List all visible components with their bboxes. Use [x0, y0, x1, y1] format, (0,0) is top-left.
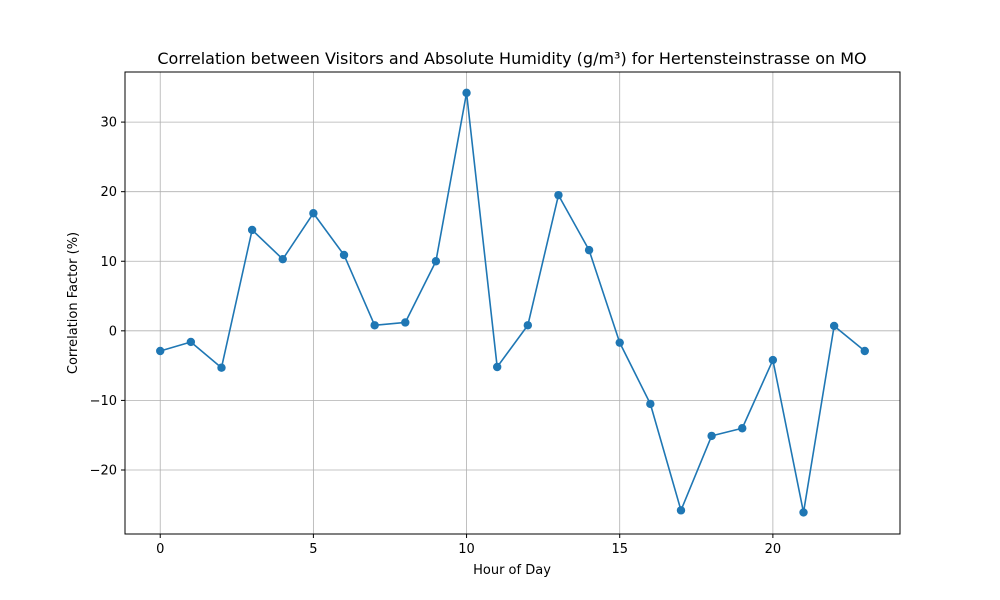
x-tick-label: 0 — [156, 542, 164, 557]
data-point — [462, 88, 471, 98]
data-point — [829, 321, 839, 331]
y-tick-label: 10 — [100, 255, 117, 270]
chart-title: Correlation between Visitors and Absolut… — [157, 49, 866, 68]
data-point — [584, 245, 594, 255]
data-point — [186, 337, 196, 347]
y-tick-label: 20 — [100, 185, 117, 200]
data-point — [217, 363, 226, 372]
data-point — [247, 225, 257, 235]
data-point — [309, 209, 318, 218]
data-point — [676, 506, 686, 515]
data-point — [339, 250, 349, 260]
data-point — [738, 424, 747, 433]
data-point — [615, 338, 624, 347]
y-axis-label: Correlation Factor (%) — [66, 232, 81, 374]
series-layer — [156, 88, 869, 517]
data-point — [523, 321, 533, 330]
series-line — [160, 92, 866, 514]
x-tick-label: 5 — [309, 542, 317, 557]
data-point — [278, 254, 287, 264]
data-point — [799, 508, 808, 517]
data-point — [768, 355, 778, 365]
ticks: 0 5 10 15 20 −20 −10 0 10 20 30 — [90, 116, 782, 557]
y-tick-label: 30 — [100, 116, 117, 131]
x-tick-label: 10 — [458, 542, 475, 557]
y-tick-label: −20 — [90, 463, 117, 478]
data-point — [646, 399, 655, 409]
data-point — [431, 257, 441, 266]
y-tick-label: 0 — [109, 324, 117, 339]
data-point — [401, 318, 410, 327]
y-tick-label: −10 — [90, 394, 117, 409]
x-tick-label: 15 — [611, 542, 628, 557]
data-point — [554, 190, 563, 200]
plot-frame — [124, 71, 901, 535]
data-point — [492, 362, 502, 372]
data-point — [156, 346, 165, 356]
data-point — [860, 346, 869, 356]
x-tick-label: 20 — [765, 542, 782, 557]
data-point — [370, 321, 379, 330]
grid — [125, 72, 900, 534]
data-point — [707, 431, 716, 441]
x-axis-label: Hour of Day — [473, 563, 551, 578]
